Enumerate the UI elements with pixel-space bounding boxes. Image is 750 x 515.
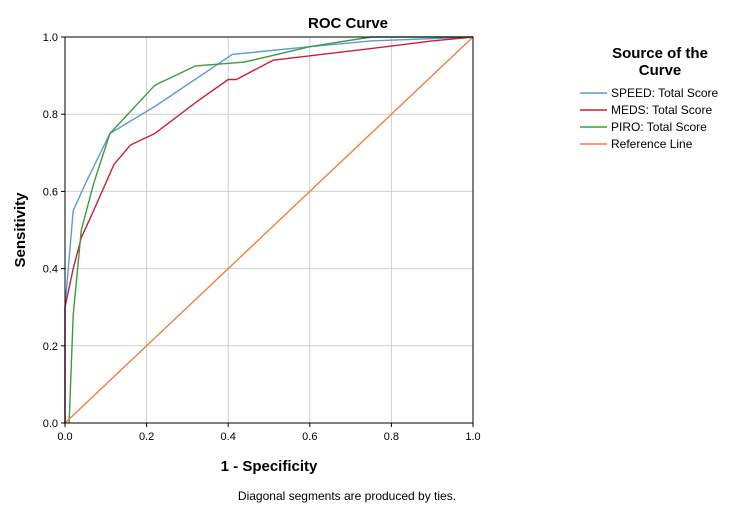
legend-title-line-2: Curve <box>639 62 682 79</box>
y-tick-label: 1.0 <box>43 32 58 44</box>
x-axis-title: 1 - Specificity <box>221 458 318 475</box>
chart-title: ROC Curve <box>308 15 388 32</box>
y-tick-label: 0.6 <box>43 186 58 198</box>
legend-label-speed-total-score: SPEED: Total Score <box>611 86 718 100</box>
legend-label-reference-line: Reference Line <box>611 137 693 151</box>
y-axis-title: Sensitivity <box>12 192 29 268</box>
legend-title-line-1: Source of the <box>612 45 708 62</box>
y-tick-label: 0.8 <box>43 109 58 121</box>
x-tick-label: 0.0 <box>57 431 72 443</box>
y-tick-label: 0.4 <box>43 264 58 276</box>
x-tick-label: 0.8 <box>384 431 399 443</box>
x-tick-label: 0.4 <box>221 431 236 443</box>
legend: Source of the Curve SPEED: Total Score ME… <box>580 45 718 151</box>
x-axis-ticks: 0.0 0.2 0.4 0.6 0.8 1.0 <box>57 423 481 443</box>
x-tick-label: 1.0 <box>465 431 480 443</box>
series-line-piro-total-score <box>68 36 473 424</box>
x-tick-label: 0.6 <box>302 431 317 443</box>
legend-label-meds-total-score: MEDS: Total Score <box>611 103 712 117</box>
y-tick-label: 0.0 <box>43 418 58 430</box>
y-tick-label: 0.2 <box>43 341 58 353</box>
series-line-meds-total-score <box>64 36 474 423</box>
series-line-reference-line <box>64 36 474 424</box>
series-lines <box>64 36 474 424</box>
y-axis-ticks: 0.0 0.2 0.4 0.6 0.8 1.0 <box>43 32 65 430</box>
series-line-speed-total-score <box>64 36 474 423</box>
legend-label-piro-total-score: PIRO: Total Score <box>611 120 707 134</box>
x-tick-label: 0.2 <box>139 431 154 443</box>
plot-frame <box>64 36 474 424</box>
footnote: Diagonal segments are produced by ties. <box>238 489 456 503</box>
